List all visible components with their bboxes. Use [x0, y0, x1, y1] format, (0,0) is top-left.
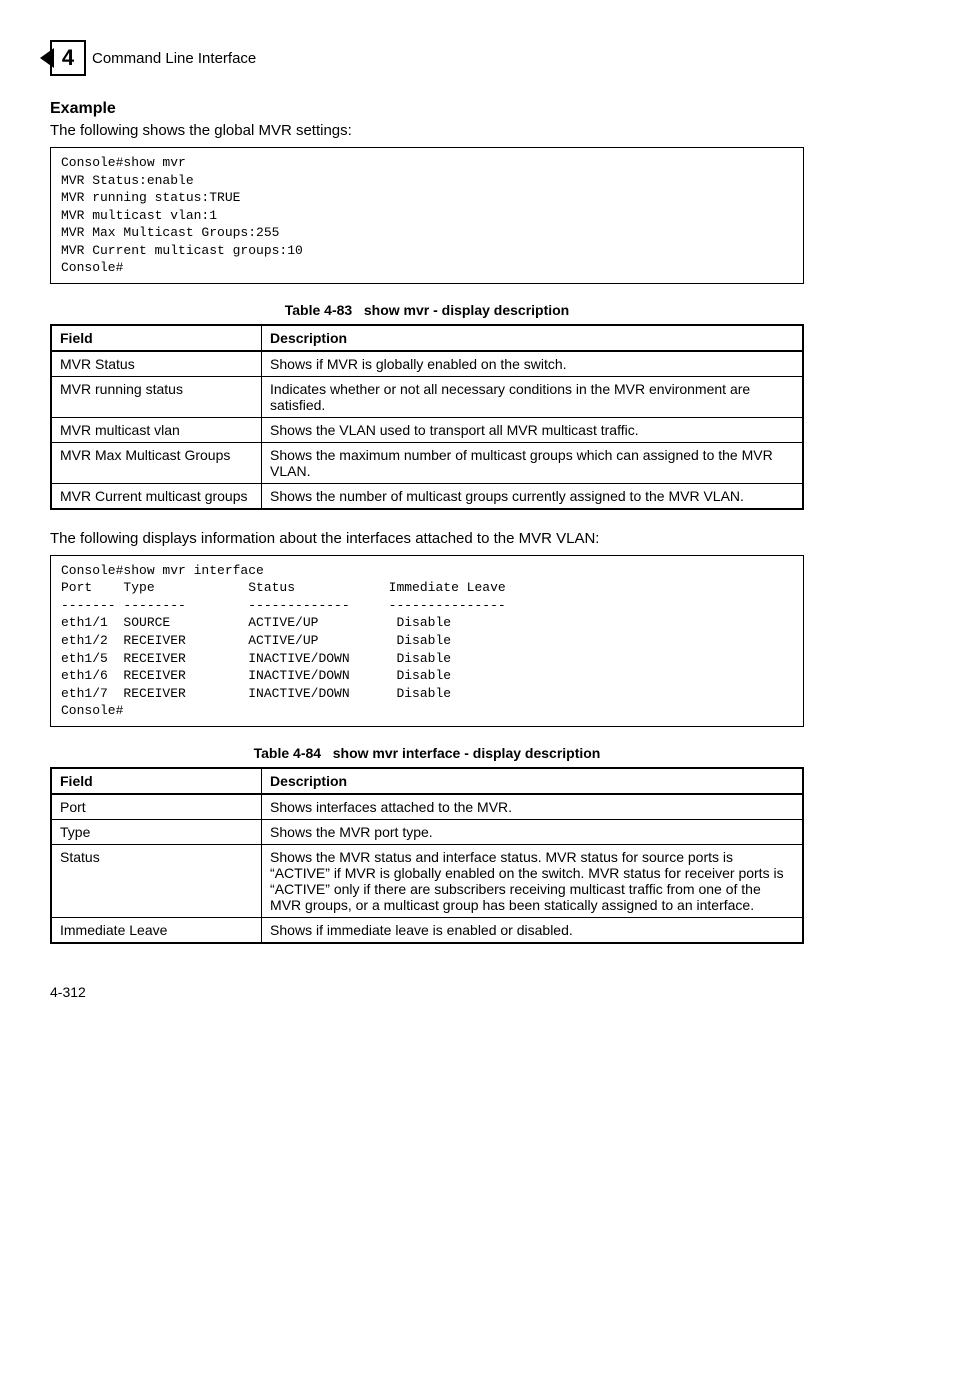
table-83-caption: Table 4-83 show mvr - display descriptio… — [50, 302, 804, 318]
table-row: Status Shows the MVR status and interfac… — [51, 844, 803, 917]
table-cell: MVR Max Multicast Groups — [51, 442, 262, 483]
table-cell: Immediate Leave — [51, 917, 262, 943]
header-title: Command Line Interface — [92, 50, 256, 67]
chapter-badge: 4 — [50, 40, 86, 76]
table-header-field: Field — [51, 768, 262, 794]
chapter-number: 4 — [62, 45, 74, 71]
table-cell: Shows the MVR status and interface statu… — [262, 844, 803, 917]
table-row: MVR running status Indicates whether or … — [51, 376, 803, 417]
table-header-row: Field Description — [51, 325, 803, 351]
table-cell: MVR Status — [51, 351, 262, 377]
page-number: 4-312 — [50, 984, 804, 1000]
table-84-label: Table 4-84 — [254, 745, 321, 761]
table-cell: MVR multicast vlan — [51, 417, 262, 442]
table-row: MVR Current multicast groups Shows the n… — [51, 483, 803, 509]
table-cell: Shows interfaces attached to the MVR. — [262, 794, 803, 820]
table-row: Immediate Leave Shows if immediate leave… — [51, 917, 803, 943]
table-row: MVR Max Multicast Groups Shows the maxim… — [51, 442, 803, 483]
table-83: Field Description MVR Status Shows if MV… — [50, 324, 804, 510]
table-cell: Shows if immediate leave is enabled or d… — [262, 917, 803, 943]
console-output-2: Console#show mvr interface Port Type Sta… — [50, 555, 804, 727]
table-84: Field Description Port Shows interfaces … — [50, 767, 804, 944]
table-cell: Status — [51, 844, 262, 917]
example-intro-1: The following shows the global MVR setti… — [50, 122, 804, 139]
table-cell: Shows the MVR port type. — [262, 819, 803, 844]
table-cell: MVR Current multicast groups — [51, 483, 262, 509]
chapter-arrow-icon — [40, 48, 54, 68]
table-header-row: Field Description — [51, 768, 803, 794]
table-83-title: show mvr - display description — [364, 302, 569, 318]
table-cell: Indicates whether or not all necessary c… — [262, 376, 803, 417]
table-cell: Port — [51, 794, 262, 820]
table-header-desc: Description — [262, 325, 803, 351]
table-row: Type Shows the MVR port type. — [51, 819, 803, 844]
example-heading: Example — [50, 100, 804, 118]
table-header-field: Field — [51, 325, 262, 351]
table-cell: Shows if MVR is globally enabled on the … — [262, 351, 803, 377]
table-cell: Shows the number of multicast groups cur… — [262, 483, 803, 509]
table-row: Port Shows interfaces attached to the MV… — [51, 794, 803, 820]
table-83-label: Table 4-83 — [285, 302, 352, 318]
table-84-caption: Table 4-84 show mvr interface - display … — [50, 745, 804, 761]
table-cell: MVR running status — [51, 376, 262, 417]
table-cell: Type — [51, 819, 262, 844]
table-row: MVR multicast vlan Shows the VLAN used t… — [51, 417, 803, 442]
table-row: MVR Status Shows if MVR is globally enab… — [51, 351, 803, 377]
table-84-title: show mvr interface - display description — [333, 745, 601, 761]
console-output-1: Console#show mvr MVR Status:enable MVR r… — [50, 147, 804, 284]
example-intro-2: The following displays information about… — [50, 530, 804, 547]
table-cell: Shows the maximum number of multicast gr… — [262, 442, 803, 483]
table-header-desc: Description — [262, 768, 803, 794]
table-cell: Shows the VLAN used to transport all MVR… — [262, 417, 803, 442]
page-header: 4 Command Line Interface — [50, 40, 804, 76]
